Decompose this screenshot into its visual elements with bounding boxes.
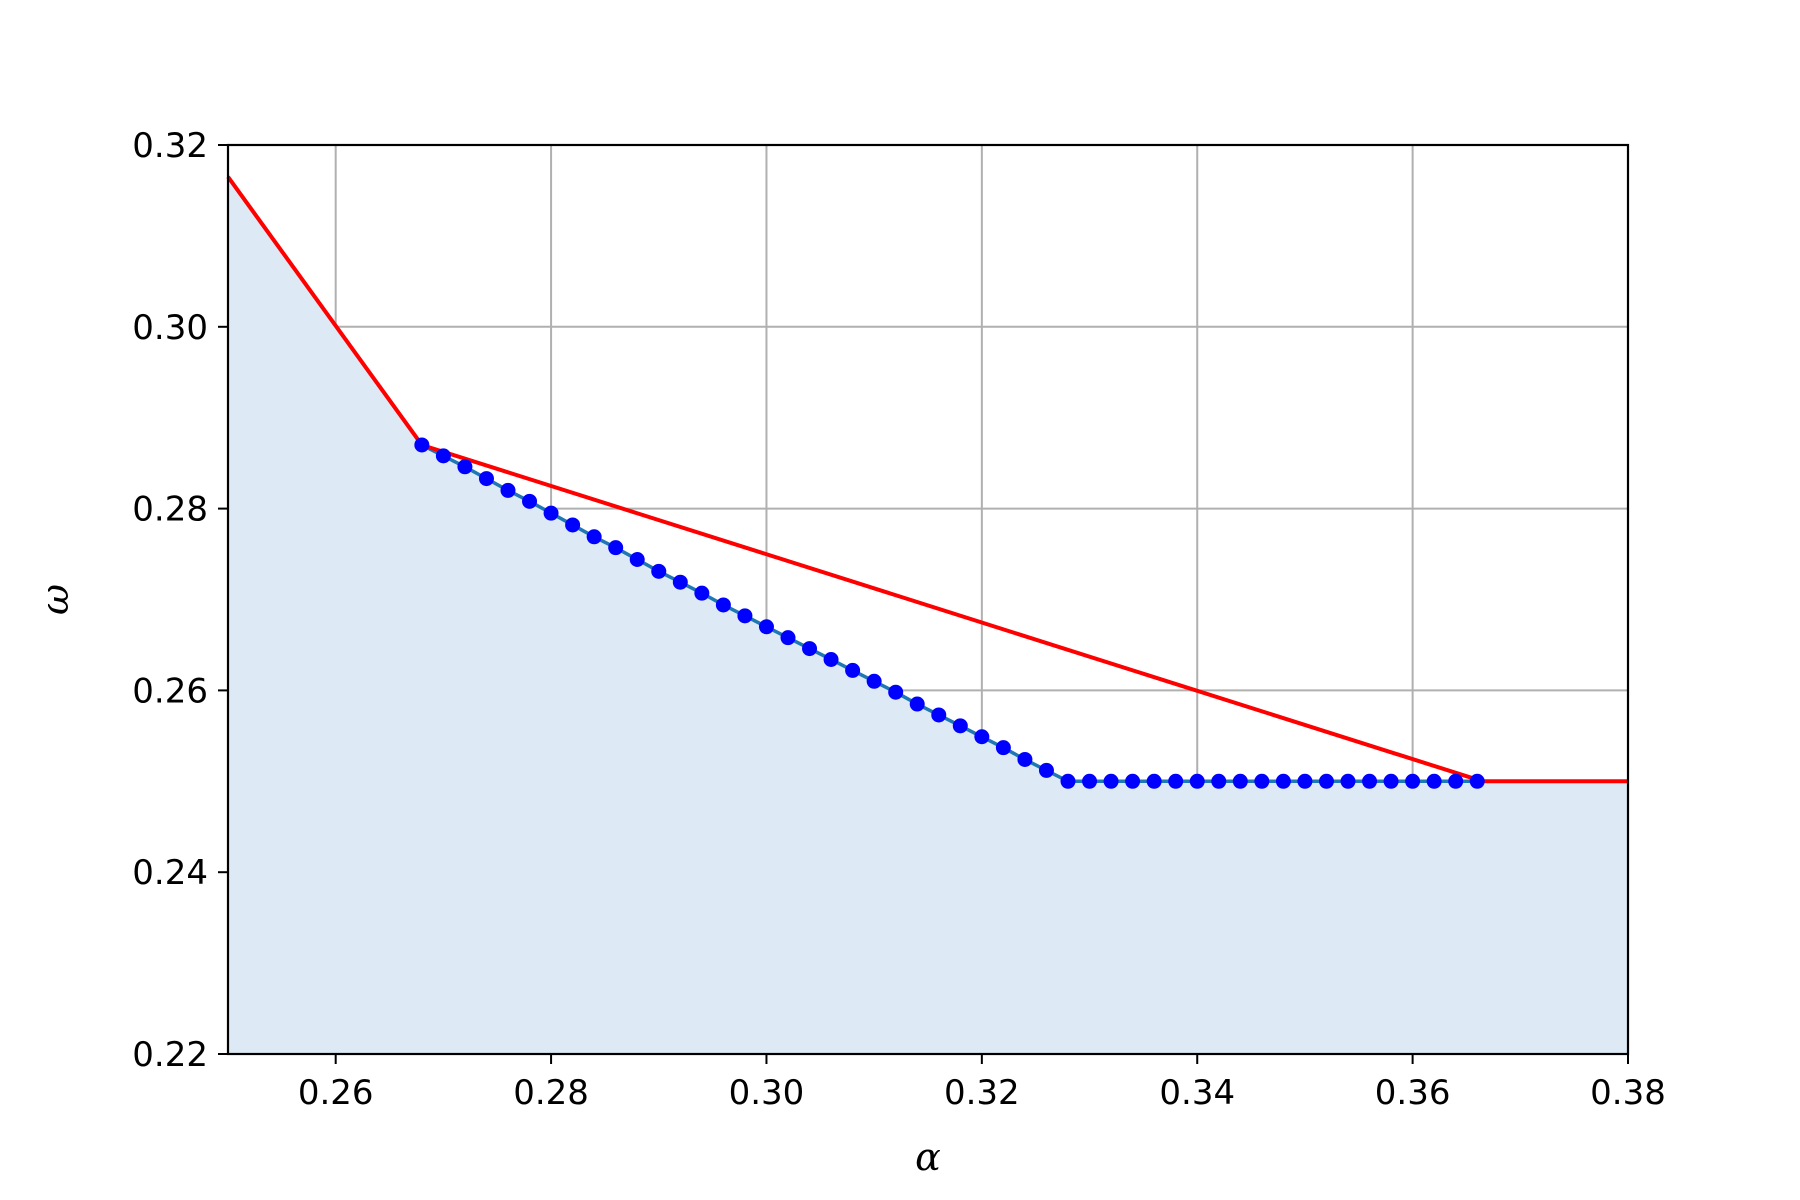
blue-series-point	[802, 641, 818, 657]
red-series-line	[226, 175, 1628, 784]
blue-series-point	[1017, 751, 1033, 767]
x-tick-label: 0.28	[513, 1073, 589, 1113]
blue-series-point	[478, 471, 494, 487]
blue-series-point	[1146, 773, 1162, 789]
blue-series-point	[651, 563, 667, 579]
blue-series-point	[1211, 773, 1227, 789]
blue-series-point	[974, 729, 990, 745]
blue-series-point	[1426, 773, 1442, 789]
blue-series-point	[629, 552, 645, 568]
y-tick-label: 0.22	[132, 1035, 208, 1075]
blue-series-point	[909, 696, 925, 712]
x-tick-label: 0.32	[944, 1073, 1020, 1113]
blue-series-point	[1168, 773, 1184, 789]
feasible-region-fill	[228, 176, 1628, 1054]
y-axis-label: ω	[33, 584, 77, 615]
plot-markers	[414, 437, 1485, 789]
blue-series-point	[995, 740, 1011, 756]
blue-series-point	[1383, 773, 1399, 789]
blue-series-point	[1254, 773, 1270, 789]
blue-series-point	[1297, 773, 1313, 789]
blue-series-point	[1082, 773, 1098, 789]
blue-series-point	[565, 517, 581, 533]
blue-series-point	[1189, 773, 1205, 789]
blue-series-point	[608, 540, 624, 556]
blue-series-point	[823, 651, 839, 667]
blue-series-point	[1469, 773, 1485, 789]
plot-frame	[226, 143, 1630, 1056]
blue-series-point	[672, 574, 688, 590]
x-tick-label: 0.30	[729, 1073, 805, 1113]
blue-series-point	[1060, 773, 1076, 789]
blue-series-point	[1318, 773, 1334, 789]
blue-series-point	[737, 608, 753, 624]
blue-series-point	[1340, 773, 1356, 789]
y-tick-label: 0.32	[132, 126, 208, 166]
blue-series-point	[586, 529, 602, 545]
x-tick-label: 0.34	[1159, 1073, 1235, 1113]
x-tick-label: 0.36	[1375, 1073, 1451, 1113]
y-tick-label: 0.28	[132, 490, 208, 530]
blue-series-point	[543, 505, 559, 521]
blue-series-point	[866, 673, 882, 689]
blue-series-point	[500, 482, 516, 498]
y-tick-label: 0.30	[132, 308, 208, 348]
blue-series-point	[457, 459, 473, 475]
blue-series-point	[952, 718, 968, 734]
blue-series-point	[522, 493, 538, 509]
blue-series-point	[1405, 773, 1421, 789]
blue-series-point	[1362, 773, 1378, 789]
y-tick-label: 0.26	[132, 671, 208, 711]
blue-series-point	[758, 619, 774, 635]
blue-series-point	[1125, 773, 1141, 789]
blue-series-point	[1038, 762, 1054, 778]
blue-series-point	[1232, 773, 1248, 789]
blue-series-point	[435, 448, 451, 464]
blue-series-point	[715, 597, 731, 613]
blue-series-point	[931, 707, 947, 723]
blue-series-point	[414, 437, 430, 453]
y-axis: 0.22 0.24 0.26 0.28 0.30 0.32	[132, 126, 228, 1075]
y-tick-label: 0.24	[132, 853, 208, 893]
blue-series-point	[845, 662, 861, 678]
x-axis-label: α	[915, 1135, 941, 1179]
x-axis: 0.26 0.28 0.30 0.32 0.34 0.36 0.38	[298, 1054, 1666, 1113]
blue-series-point	[1103, 773, 1119, 789]
x-tick-label: 0.26	[298, 1073, 374, 1113]
blue-series-point	[1275, 773, 1291, 789]
blue-series-point	[888, 684, 904, 700]
blue-series-point	[1448, 773, 1464, 789]
blue-series-point	[780, 630, 796, 646]
x-tick-label: 0.38	[1590, 1073, 1666, 1113]
blue-series-point	[694, 585, 710, 601]
